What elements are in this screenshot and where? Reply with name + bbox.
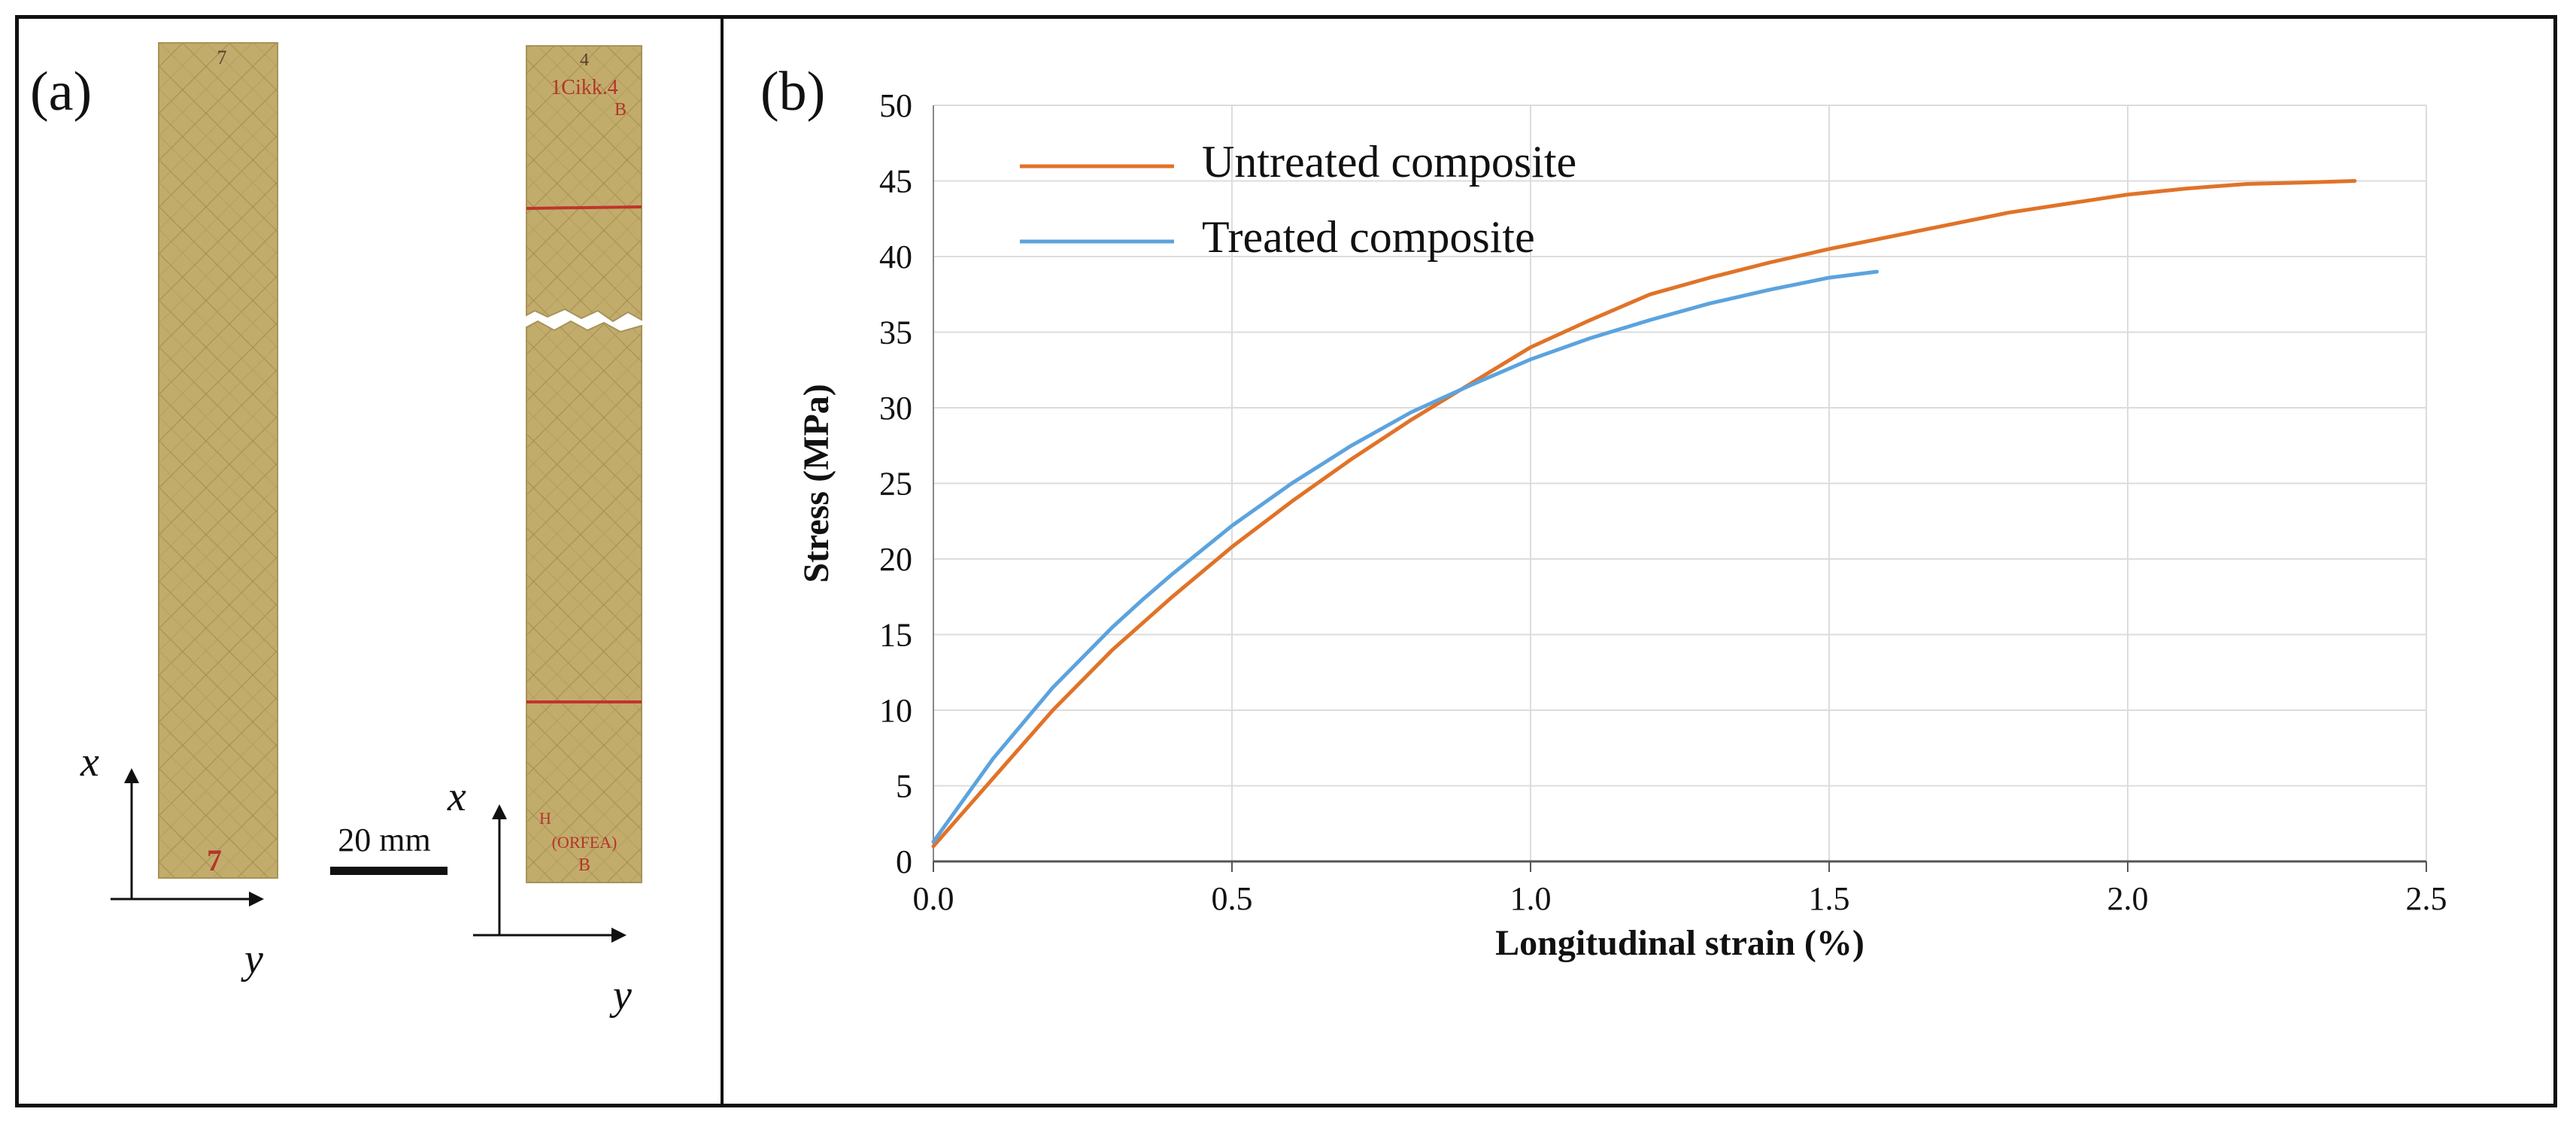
panel-b: (b) 0 5 10 15 20 25 30 35 40 45 50 0.0 0.5 1.0 1.5 2.0 2… [727,19,2553,1104]
y-tick-label: 0 [896,843,912,880]
scale-bar [330,867,448,875]
y-tick-label: 50 [879,87,912,124]
panel-b-label: (b) [760,61,826,123]
y-axis-title: Stress (MPa) [796,384,836,582]
y-tick-label: 45 [879,163,912,200]
panel-divider [721,15,724,1107]
axis-y-label-left: y⃗ [241,936,296,983]
x-axis-title: Longitudinal strain (%) [1495,923,1864,963]
stress-strain-chart: 0 5 10 15 20 25 30 35 40 45 50 0.0 0.5 1.0 1.5 2.0 2.5 Lo… [796,87,2447,963]
x-tick-label: 0.0 [913,880,954,917]
series-line-untreated [931,179,2357,849]
y-tick-label: 20 [879,541,912,578]
legend-label-treated: Treated composite [1202,212,1535,262]
specimen-right-mark-5: (ORFEA) [552,833,617,852]
panel-a: (a) 7 7 4 1Cikk.4 B H (O [19,19,718,1104]
y-tick-label: 25 [879,466,912,503]
specimen-right-mark-4: H [539,809,551,828]
axis-x-label-right: x⃗ [447,773,499,820]
specimen-right-mark-1: 4 [580,50,589,70]
figure-frame [15,15,2557,1107]
x-tick-label: 2.0 [2107,880,2149,917]
specimen-right-mark-2: 1Cikk.4 [551,76,617,99]
specimen-left-mark-bottom: 7 [207,843,222,877]
y-tick-label: 35 [879,314,912,351]
x-tick-label: 1.5 [1809,880,1850,917]
axis-y-label-right: y⃗ [609,972,664,1019]
y-tick-label: 15 [879,617,912,654]
y-tick-label: 5 [896,768,912,805]
axes-indicator-left [111,768,264,907]
specimen-photos: 7 7 4 1Cikk.4 B H (ORFEA) B x⃗ y⃗ 20 mm [80,42,664,1019]
x-tick-label: 0.5 [1212,880,1253,917]
axis-x-label-left: x⃗ [80,739,132,785]
legend-label-untreated: Untreated composite [1202,137,1576,187]
specimen-right-mark-6: B [578,855,590,875]
x-tick-label: 1.0 [1510,880,1552,917]
panel-a-label: (a) [30,61,93,123]
specimen-left-mark-top: 7 [217,47,227,68]
y-tick-label: 40 [879,238,912,275]
axes-indicator-right [473,804,627,943]
specimen-untested: 7 7 [158,42,278,879]
y-tick-label: 30 [879,390,912,427]
series-line-treated [931,269,1879,844]
x-tick-label: 2.5 [2406,880,2447,917]
specimen-fractured: 4 1Cikk.4 B H (ORFEA) B [526,45,642,883]
specimen-right-mark-3: B [614,100,627,120]
y-tick-label: 10 [879,692,912,729]
scale-bar-label: 20 mm [338,822,430,858]
